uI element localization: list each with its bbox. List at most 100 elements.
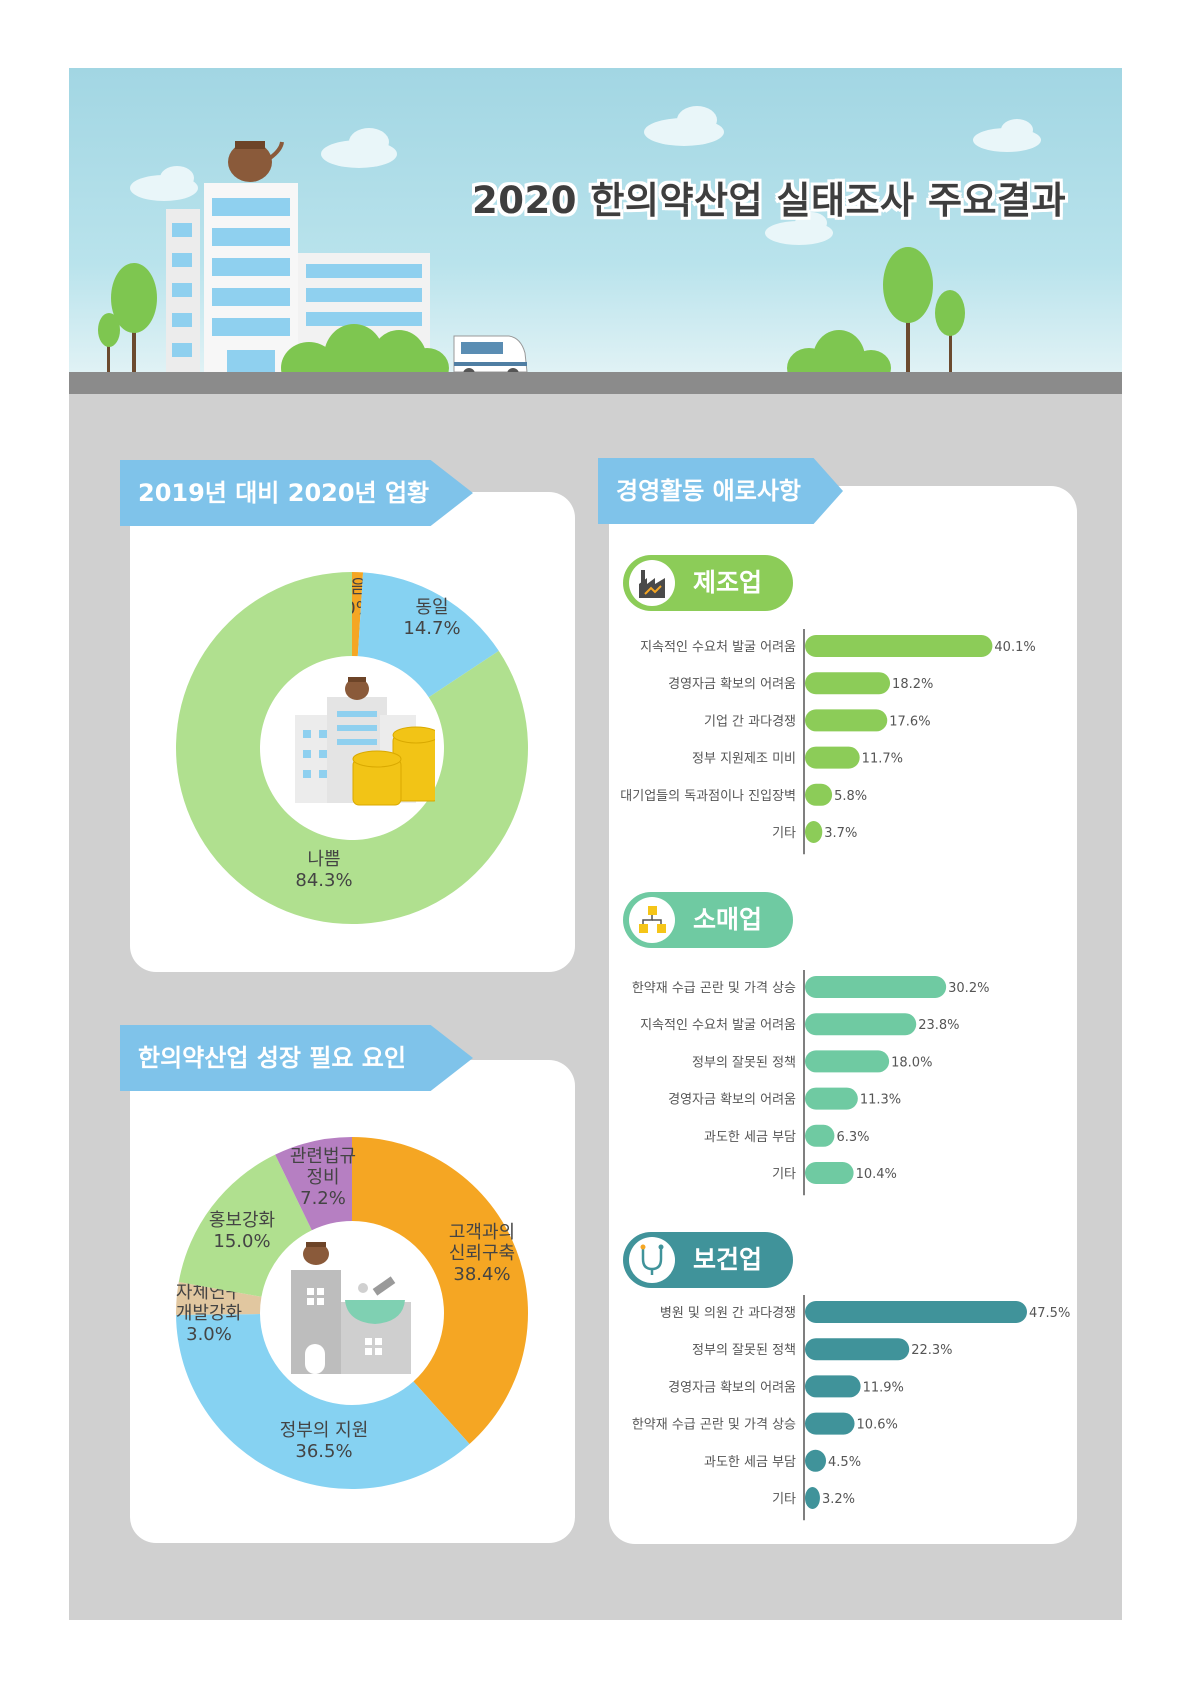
slice-value: 14.7% xyxy=(403,618,460,639)
health-pill: 보건업 xyxy=(623,1232,793,1288)
slice-label: 홍보강화 xyxy=(209,1210,275,1231)
growth-section-title: 한의약산업 성장 필요 요인 xyxy=(120,1025,473,1091)
road xyxy=(69,372,1122,394)
pharmacy-building-icon xyxy=(291,1242,411,1374)
bar-category-label: 정부의 잘못된 정책 xyxy=(692,1055,796,1070)
bar-value-label: 10.6% xyxy=(857,1418,898,1433)
health-bar-chart: 병원 및 의원 간 과다경쟁 47.5% 정부의 잘못된 정책 22.3% 경영자금 확… xyxy=(632,1295,1070,1521)
retail-pill: 소매업 xyxy=(623,892,793,948)
slice-value: 15.0% xyxy=(213,1231,270,1252)
business-section-title: 2019년 대비 2020년 업황 xyxy=(120,460,473,526)
hero-banner xyxy=(69,68,1122,394)
bar-category-label: 지속적인 수요처 발굴 어려움 xyxy=(640,1018,796,1033)
bar-category-label: 지속적인 수요처 발굴 어려움 xyxy=(640,640,796,655)
bar-category-label: 한약재 수급 곤란 및 가격 상승 xyxy=(632,981,796,996)
bar-value-label: 4.5% xyxy=(828,1455,861,1470)
page-title: 2020 한의약산업 실태조사 주요결과 xyxy=(472,179,1067,222)
bar-value-label: 18.2% xyxy=(892,677,933,692)
bar-category-label: 기업 간 과다경쟁 xyxy=(704,714,796,729)
bar-value-label: 11.9% xyxy=(863,1380,904,1395)
slice-value: 7.2% xyxy=(300,1188,346,1209)
bar-value-label: 11.3% xyxy=(860,1093,901,1108)
bar-category-label: 한약재 수급 곤란 및 가격 상승 xyxy=(632,1418,796,1433)
donut-slice xyxy=(275,1137,352,1231)
bar-value-label: 11.7% xyxy=(862,752,903,767)
donut-slice xyxy=(175,572,528,924)
bar xyxy=(805,1087,858,1110)
bar-value-label: 47.5% xyxy=(1029,1306,1070,1321)
donut-slice xyxy=(357,572,499,698)
bar-value-label: 3.7% xyxy=(824,826,857,841)
slice-value: 84.3% xyxy=(295,870,352,891)
bar-value-label: 10.4% xyxy=(856,1167,897,1182)
slice-label: 관련법규 xyxy=(290,1146,356,1167)
bar xyxy=(805,1375,861,1398)
bar xyxy=(805,1124,835,1147)
bar-category-label: 과도한 세금 부담 xyxy=(704,1455,796,1470)
manufacturing-bar-chart: 지속적인 수요처 발굴 어려움 40.1% 경영자금 확보의 어려움 18.2% 기업 … xyxy=(620,629,1036,855)
bar-value-label: 6.3% xyxy=(836,1130,869,1145)
bar-value-label: 17.6% xyxy=(889,714,930,729)
bar-category-label: 기타 xyxy=(772,826,796,841)
stethoscope-icon xyxy=(629,1237,675,1283)
bar-category-label: 경영자금 확보의 어려움 xyxy=(668,1093,796,1108)
bar-category-label: 과도한 세금 부담 xyxy=(704,1130,796,1145)
bar xyxy=(805,672,891,695)
bar xyxy=(805,783,833,806)
slice-label: 고객과의 xyxy=(449,1222,515,1243)
bar xyxy=(805,1449,827,1472)
health-label: 보건업 xyxy=(693,1245,763,1274)
bar xyxy=(805,709,888,732)
obstacles-section-title: 경영활동 애로사항 xyxy=(598,458,843,524)
cloud-icon xyxy=(130,106,1041,245)
slice-label: 정비 xyxy=(306,1167,339,1188)
bar xyxy=(805,1162,854,1184)
slice-label: 개발강화 xyxy=(176,1303,242,1324)
bar xyxy=(805,1338,910,1361)
bar-category-label: 경영자금 확보의 어려움 xyxy=(668,677,796,692)
donut-slice xyxy=(352,1137,528,1445)
bar-value-label: 22.3% xyxy=(911,1343,952,1358)
manufacturing-pill: 제조업 xyxy=(623,555,793,611)
factory-icon xyxy=(629,560,675,606)
bar xyxy=(805,1050,890,1073)
bar-value-label: 23.8% xyxy=(918,1018,959,1033)
bar-value-label: 40.1% xyxy=(994,640,1035,655)
bar-category-label: 기타 xyxy=(772,1492,796,1507)
manufacturing-label: 제조업 xyxy=(693,568,763,597)
slice-value: 3.0% xyxy=(186,1324,232,1345)
retail-bar-chart: 한약재 수급 곤란 및 가격 상승 30.2% 지속적인 수요처 발굴 어려움 23.… xyxy=(632,970,989,1196)
bar xyxy=(805,1013,917,1036)
tree-icon xyxy=(98,247,965,374)
bar-category-label: 경영자금 확보의 어려움 xyxy=(668,1380,796,1395)
bar-category-label: 정부의 잘못된 정책 xyxy=(692,1343,796,1358)
bar-value-label: 18.0% xyxy=(891,1055,932,1070)
donut-slice xyxy=(178,1154,312,1297)
building-coins-icon xyxy=(295,677,435,806)
bar xyxy=(805,821,823,843)
slice-label: 신뢰구축 xyxy=(449,1243,515,1264)
store-network-icon xyxy=(629,897,675,943)
slice-label: 동일 xyxy=(415,597,448,618)
donut-slice xyxy=(176,1314,470,1489)
bar-category-label: 대기업들의 독과점이나 진입장벽 xyxy=(620,789,796,804)
bar-category-label: 정부 지원제조 미비 xyxy=(692,752,796,767)
bar-category-label: 기타 xyxy=(772,1167,796,1182)
donut-slice xyxy=(176,1281,262,1315)
bar-value-label: 3.2% xyxy=(822,1492,855,1507)
bar xyxy=(805,976,947,998)
bar xyxy=(805,1412,855,1435)
bar xyxy=(805,746,860,769)
bar xyxy=(805,1301,1027,1323)
bar xyxy=(805,1487,820,1509)
bar-value-label: 5.8% xyxy=(834,789,867,804)
slice-value: 38.4% xyxy=(453,1264,510,1285)
bar xyxy=(805,635,993,657)
bar-value-label: 30.2% xyxy=(948,981,989,996)
donut-slice xyxy=(352,572,364,657)
bar-category-label: 병원 및 의원 간 과다경쟁 xyxy=(660,1306,796,1321)
hero-illustration xyxy=(98,106,1041,394)
retail-label: 소매업 xyxy=(693,905,763,934)
slice-value: 36.5% xyxy=(295,1441,352,1462)
slice-label: 정부의 지원 xyxy=(280,1420,369,1441)
